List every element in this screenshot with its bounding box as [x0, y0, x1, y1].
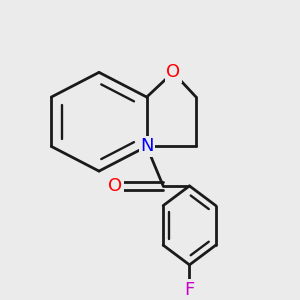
Text: O: O: [108, 177, 122, 195]
Text: O: O: [166, 63, 180, 81]
Text: F: F: [184, 280, 195, 298]
Text: N: N: [140, 137, 154, 155]
